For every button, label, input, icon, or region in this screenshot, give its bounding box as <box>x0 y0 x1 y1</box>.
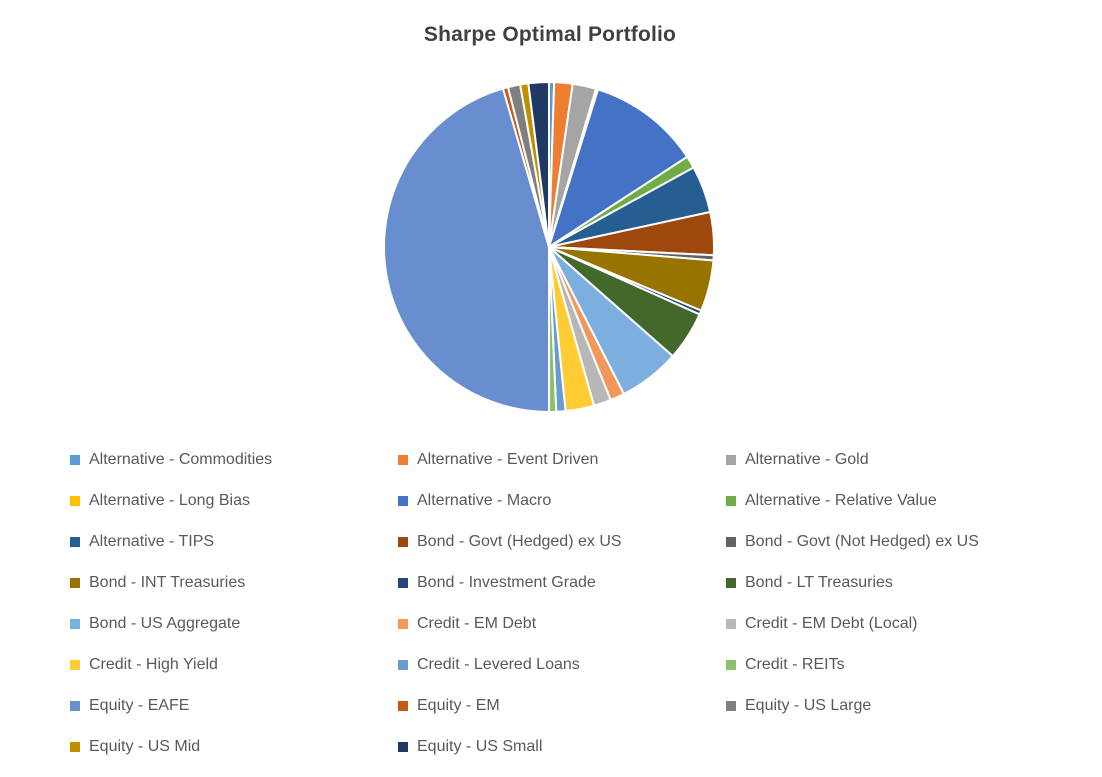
legend-swatch-icon <box>70 496 80 506</box>
legend-item: Credit - EM Debt (Local) <box>726 613 1072 635</box>
legend-item: Equity - EM <box>398 695 726 717</box>
legend-label: Bond - Govt (Not Hedged) ex US <box>745 533 979 550</box>
legend-item: Bond - LT Treasuries <box>726 572 1072 594</box>
legend-swatch-icon <box>398 701 408 711</box>
legend-label: Alternative - Relative Value <box>745 492 937 509</box>
pie-chart <box>383 80 715 413</box>
legend-item: Equity - EAFE <box>70 695 398 717</box>
legend-item: Equity - US Small <box>398 736 726 758</box>
legend-swatch-icon <box>726 701 736 711</box>
legend-swatch-icon <box>726 619 736 629</box>
legend-swatch-icon <box>70 455 80 465</box>
legend-swatch-icon <box>398 496 408 506</box>
legend-swatch-icon <box>70 537 80 547</box>
legend-item: Alternative - Commodities <box>70 449 398 471</box>
legend-label: Equity - EAFE <box>89 697 190 714</box>
legend-swatch-icon <box>726 578 736 588</box>
legend-item: Bond - Investment Grade <box>398 572 726 594</box>
legend-item: Credit - Levered Loans <box>398 654 726 676</box>
legend-swatch-icon <box>70 660 80 670</box>
legend-label: Equity - EM <box>417 697 500 714</box>
legend-label: Alternative - Commodities <box>89 451 273 468</box>
legend-item: Bond - Govt (Not Hedged) ex US <box>726 531 1072 553</box>
legend-label: Equity - US Small <box>417 738 543 755</box>
pie-slice-23 <box>527 81 550 248</box>
legend-swatch-icon <box>398 537 408 547</box>
legend-swatch-icon <box>726 455 736 465</box>
legend-item: Bond - Govt (Hedged) ex US <box>398 531 726 553</box>
legend-item: Credit - EM Debt <box>398 613 726 635</box>
legend-label: Bond - US Aggregate <box>89 615 241 632</box>
legend-swatch-icon <box>70 578 80 588</box>
pie-slice-19 <box>383 87 550 413</box>
legend-label: Alternative - Gold <box>745 451 869 468</box>
legend-label: Bond - LT Treasuries <box>745 574 893 591</box>
legend-label: Bond - Govt (Hedged) ex US <box>417 533 622 550</box>
legend-swatch-icon <box>726 660 736 670</box>
legend-item: Credit - REITs <box>726 654 1072 676</box>
legend-label: Equity - US Mid <box>89 738 201 755</box>
legend-label: Bond - Investment Grade <box>417 574 596 591</box>
legend-swatch-icon <box>398 578 408 588</box>
chart-title: Sharpe Optimal Portfolio <box>423 23 677 46</box>
legend-item: Alternative - Macro <box>398 490 726 512</box>
legend-label: Credit - EM Debt <box>417 615 537 632</box>
legend-swatch-icon <box>70 701 80 711</box>
legend-label: Alternative - Macro <box>417 492 552 509</box>
legend-swatch-icon <box>398 455 408 465</box>
legend-label: Alternative - Long Bias <box>89 492 250 509</box>
legend-label: Equity - US Large <box>745 697 872 714</box>
legend-item: Bond - US Aggregate <box>70 613 398 635</box>
legend-item: Alternative - Event Driven <box>398 449 726 471</box>
legend-label: Bond - INT Treasuries <box>89 574 246 591</box>
legend-swatch-icon <box>726 537 736 547</box>
legend-label: Credit - EM Debt (Local) <box>745 615 918 632</box>
legend-item: Alternative - Long Bias <box>70 490 398 512</box>
legend-item: Equity - US Mid <box>70 736 398 758</box>
legend-label: Alternative - Event Driven <box>417 451 599 468</box>
legend-item: Bond - INT Treasuries <box>70 572 398 594</box>
legend-label: Alternative - TIPS <box>89 533 215 550</box>
legend-swatch-icon <box>398 619 408 629</box>
legend-swatch-icon <box>398 660 408 670</box>
legend-label: Credit - REITs <box>745 656 845 673</box>
legend-item: Equity - US Large <box>726 695 1072 717</box>
legend-swatch-icon <box>70 619 80 629</box>
legend-item: Alternative - Relative Value <box>726 490 1072 512</box>
legend-item: Alternative - TIPS <box>70 531 398 553</box>
legend-item: Alternative - Gold <box>726 449 1072 471</box>
legend-item: Credit - High Yield <box>70 654 398 676</box>
chart-legend: Alternative - Commodities Alternative - E… <box>70 449 1072 758</box>
legend-swatch-icon <box>726 496 736 506</box>
legend-label: Credit - Levered Loans <box>417 656 580 673</box>
pie-slice-5 <box>548 88 689 248</box>
legend-swatch-icon <box>70 742 80 752</box>
legend-swatch-icon <box>398 742 408 752</box>
legend-label: Credit - High Yield <box>89 656 218 673</box>
